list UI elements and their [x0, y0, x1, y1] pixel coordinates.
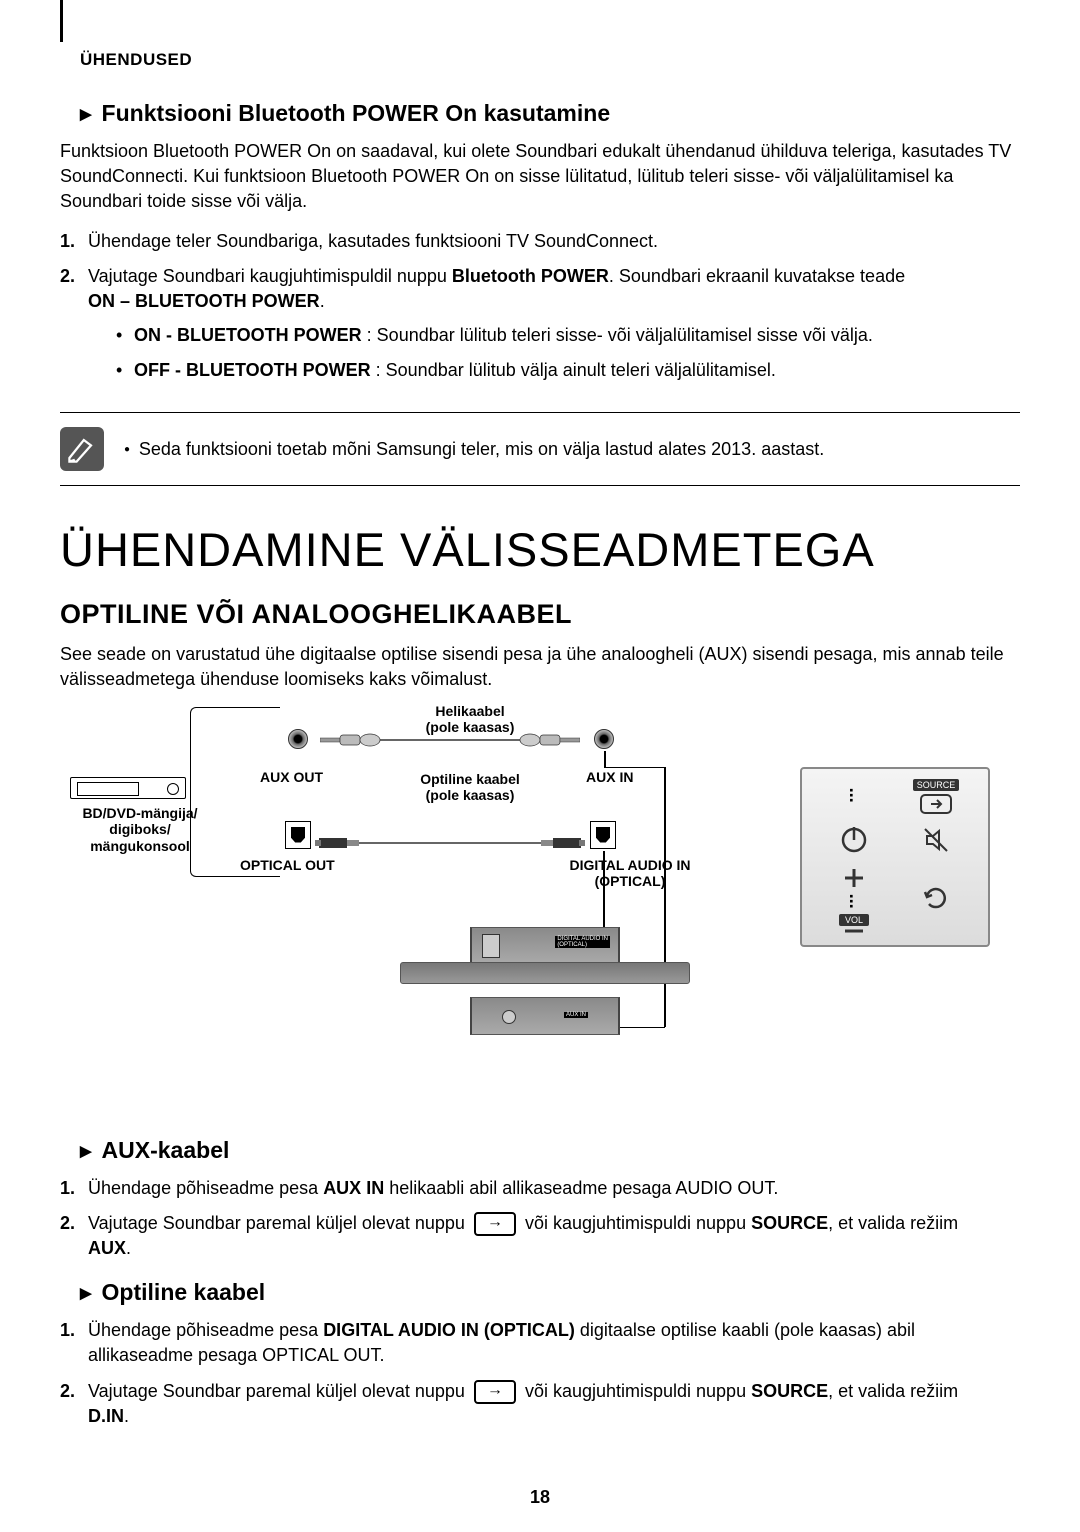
opt-step1: Ühendage põhiseadme pesa DIGITAL AUDIO I…: [60, 1318, 1020, 1368]
note-text: Seda funktsiooni toetab mõni Samsungi te…: [124, 439, 824, 460]
page-number: 18: [530, 1487, 550, 1508]
remote-vol-button: ⠇VOL: [816, 863, 892, 936]
aux-steps: Ühendage põhiseadme pesa AUX IN helikaab…: [60, 1176, 1020, 1262]
remote-repeat-icon: [898, 863, 974, 936]
bullet-on: ON - BLUETOOTH POWER : Soundbar lülitub …: [116, 322, 1020, 349]
label-helikaabel: Helikaabel (pole kaasas): [395, 703, 545, 737]
aux-cable-icon: [320, 733, 580, 747]
bullet-off: OFF - BLUETOOTH POWER : Soundbar lülitub…: [116, 357, 1020, 384]
opt-step2: Vajutage Soundbar paremal küljel olevat …: [60, 1379, 1020, 1429]
step2-part-a: Vajutage Soundbari kaugjuhtimispuldil nu…: [88, 266, 452, 286]
step2-bold: Bluetooth POWER: [452, 266, 609, 286]
page-top-marker: [60, 0, 63, 42]
panel-aux-label: AUX IN: [564, 1012, 588, 1018]
port-panel-aux: AUX IN: [470, 997, 620, 1035]
section-header: ÜHENDUSED: [80, 50, 1020, 70]
optical-heading: Optiline kaabel: [80, 1279, 1020, 1306]
remote-control: ⠇ SOURCE ⠇VOL: [800, 767, 990, 947]
aux-step2: Vajutage Soundbar paremal küljel olevat …: [60, 1211, 1020, 1261]
connection-diagram: Helikaabel (pole kaasas) BD/DVD-mängija/…: [60, 707, 1020, 1107]
label-optical-out: OPTICAL OUT: [240, 857, 335, 874]
sub-title: OPTILINE VÕI ANALOOGHELIKAABEL: [60, 599, 1020, 630]
aux-in-jack: [594, 729, 614, 749]
aux-step1: Ühendage põhiseadme pesa AUX IN helikaab…: [60, 1176, 1020, 1201]
optical-cable-icon: [315, 835, 585, 851]
digital-in-port: [590, 821, 616, 849]
step-2: Vajutage Soundbari kaugjuhtimispuldil nu…: [60, 264, 1020, 384]
bluetooth-steps: Ühendage teler Soundbariga, kasutades fu…: [60, 229, 1020, 385]
remote-source-button: SOURCE: [898, 779, 974, 817]
aux-out-jack: [288, 729, 308, 749]
note-icon: [60, 427, 104, 471]
label-digital-in: DIGITAL AUDIO IN (OPTICAL): [550, 857, 710, 891]
soundbar-icon: [400, 962, 690, 984]
main-title: ÜHENDAMINE VÄLISSEADMETEGA: [60, 522, 1020, 577]
label-optiline: Optiline kaabel (pole kaasas): [395, 771, 545, 805]
label-device: BD/DVD-mängija/ digiboks/ mängukonsool: [60, 805, 220, 855]
remote-dots: ⠇: [816, 779, 892, 817]
bluetooth-power-heading: Funktsiooni Bluetooth POWER On kasutamin…: [80, 100, 1020, 127]
port-panel-digital: DIGITAL AUDIO IN(OPTICAL): [470, 927, 620, 965]
remote-power-icon: [816, 823, 892, 857]
label-aux-out: AUX OUT: [260, 769, 323, 786]
step2-bold2: ON – BLUETOOTH POWER: [88, 291, 320, 311]
note-list: Seda funktsiooni toetab mõni Samsungi te…: [124, 439, 824, 460]
source-button-icon: [474, 1212, 516, 1236]
note-box: Seda funktsiooni toetab mõni Samsungi te…: [60, 412, 1020, 486]
optical-steps: Ühendage põhiseadme pesa DIGITAL AUDIO I…: [60, 1318, 1020, 1429]
bluetooth-bullets: ON - BLUETOOTH POWER : Soundbar lülitub …: [116, 322, 1020, 384]
label-aux-in: AUX IN: [586, 769, 633, 786]
step2-part-b: . Soundbari ekraanil kuvatakse teade: [609, 266, 905, 286]
step-1: Ühendage teler Soundbariga, kasutades fu…: [60, 229, 1020, 254]
source-device-icon: [70, 777, 186, 799]
source-button-icon: [474, 1380, 516, 1404]
panel-digital-label: DIGITAL AUDIO IN(OPTICAL): [555, 936, 610, 948]
bluetooth-intro: Funktsioon Bluetooth POWER On on saadava…: [60, 139, 1020, 215]
aux-heading: AUX-kaabel: [80, 1137, 1020, 1164]
opt-intro: See seade on varustatud ühe digitaalse o…: [60, 642, 1020, 692]
remote-mute-icon: [898, 823, 974, 857]
optical-out-port: [285, 821, 311, 849]
